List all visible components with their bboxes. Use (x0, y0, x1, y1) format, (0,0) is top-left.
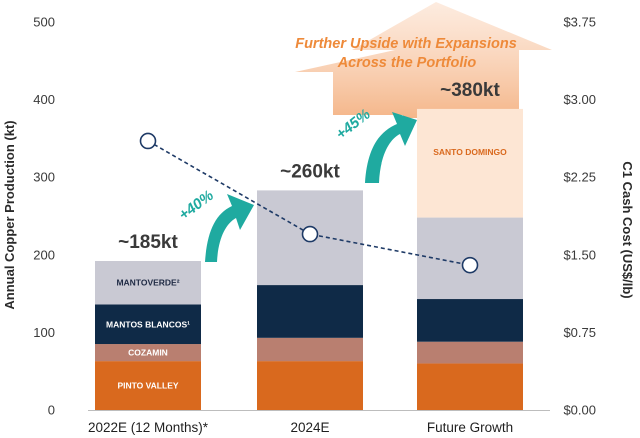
cash-cost-point (461, 256, 479, 274)
cash-cost-point (139, 132, 157, 150)
x-category-label: 2022E (12 Months)* (88, 420, 209, 435)
bar-segment-mantos-blancos (95, 304, 201, 345)
y2-tick-label: $3.00 (563, 92, 596, 107)
bar-segment-mantos-blancos (417, 299, 523, 342)
segment-label: MANTOVERDE² (116, 278, 179, 288)
y-tick-label: 500 (33, 15, 55, 30)
segment-label: PINTO VALLEY (117, 381, 178, 391)
y-axis-title: Annual Copper Production (kt) (2, 120, 17, 309)
y-tick-label: 300 (33, 170, 55, 185)
x-category-label: Future Growth (427, 420, 513, 435)
y2-tick-label: $0.00 (563, 403, 596, 418)
bar-segment-pinto-valley (95, 361, 201, 410)
segment-label: MANTOS BLANCOS¹ (106, 319, 190, 329)
banner-text-line-2: Across the Portfolio (337, 55, 477, 71)
cash-cost-point (301, 225, 319, 243)
y2-tick-label: $0.75 (563, 325, 596, 340)
upside-banner-arrow (295, 2, 552, 118)
banner-text-line-1: Further Upside with Expansions (295, 36, 517, 52)
segment-label: COZAMIN (128, 348, 168, 358)
growth-arrow (365, 112, 417, 183)
cash-cost-line (147, 140, 471, 266)
y2-tick-label: $2.25 (563, 170, 596, 185)
y-tick-label: 0 (48, 403, 55, 418)
y-tick-label: 100 (33, 325, 55, 340)
x-category-label: 2024E (290, 420, 329, 435)
segment-label: SANTO DOMINGO (433, 147, 507, 157)
y-tick-label: 400 (33, 92, 55, 107)
bar-segment-santo-domingo (417, 108, 523, 218)
bar-segment-mantos-blancos (257, 285, 363, 338)
growth-arrow (205, 194, 254, 262)
y2-tick-label: $3.75 (563, 15, 596, 30)
bar-total-label: ~380kt (440, 80, 500, 101)
bar-segment-cozamin (417, 341, 523, 364)
y2-axis-title: C1 Cash Cost (US$/lb) (620, 161, 635, 298)
bar-segment-pinto-valley (417, 363, 523, 410)
bar-segment-pinto-valley (257, 361, 363, 410)
bar-segment-cozamin (257, 337, 363, 362)
bar-total-label: ~185kt (118, 232, 178, 253)
y2-tick-label: $1.50 (563, 247, 596, 262)
growth-label: +40% (176, 187, 217, 224)
bar-segment-mantoverde (95, 261, 201, 305)
bar-total-label: ~260kt (280, 161, 340, 182)
bar-segment-cozamin (95, 344, 201, 362)
y-tick-label: 200 (33, 247, 55, 262)
